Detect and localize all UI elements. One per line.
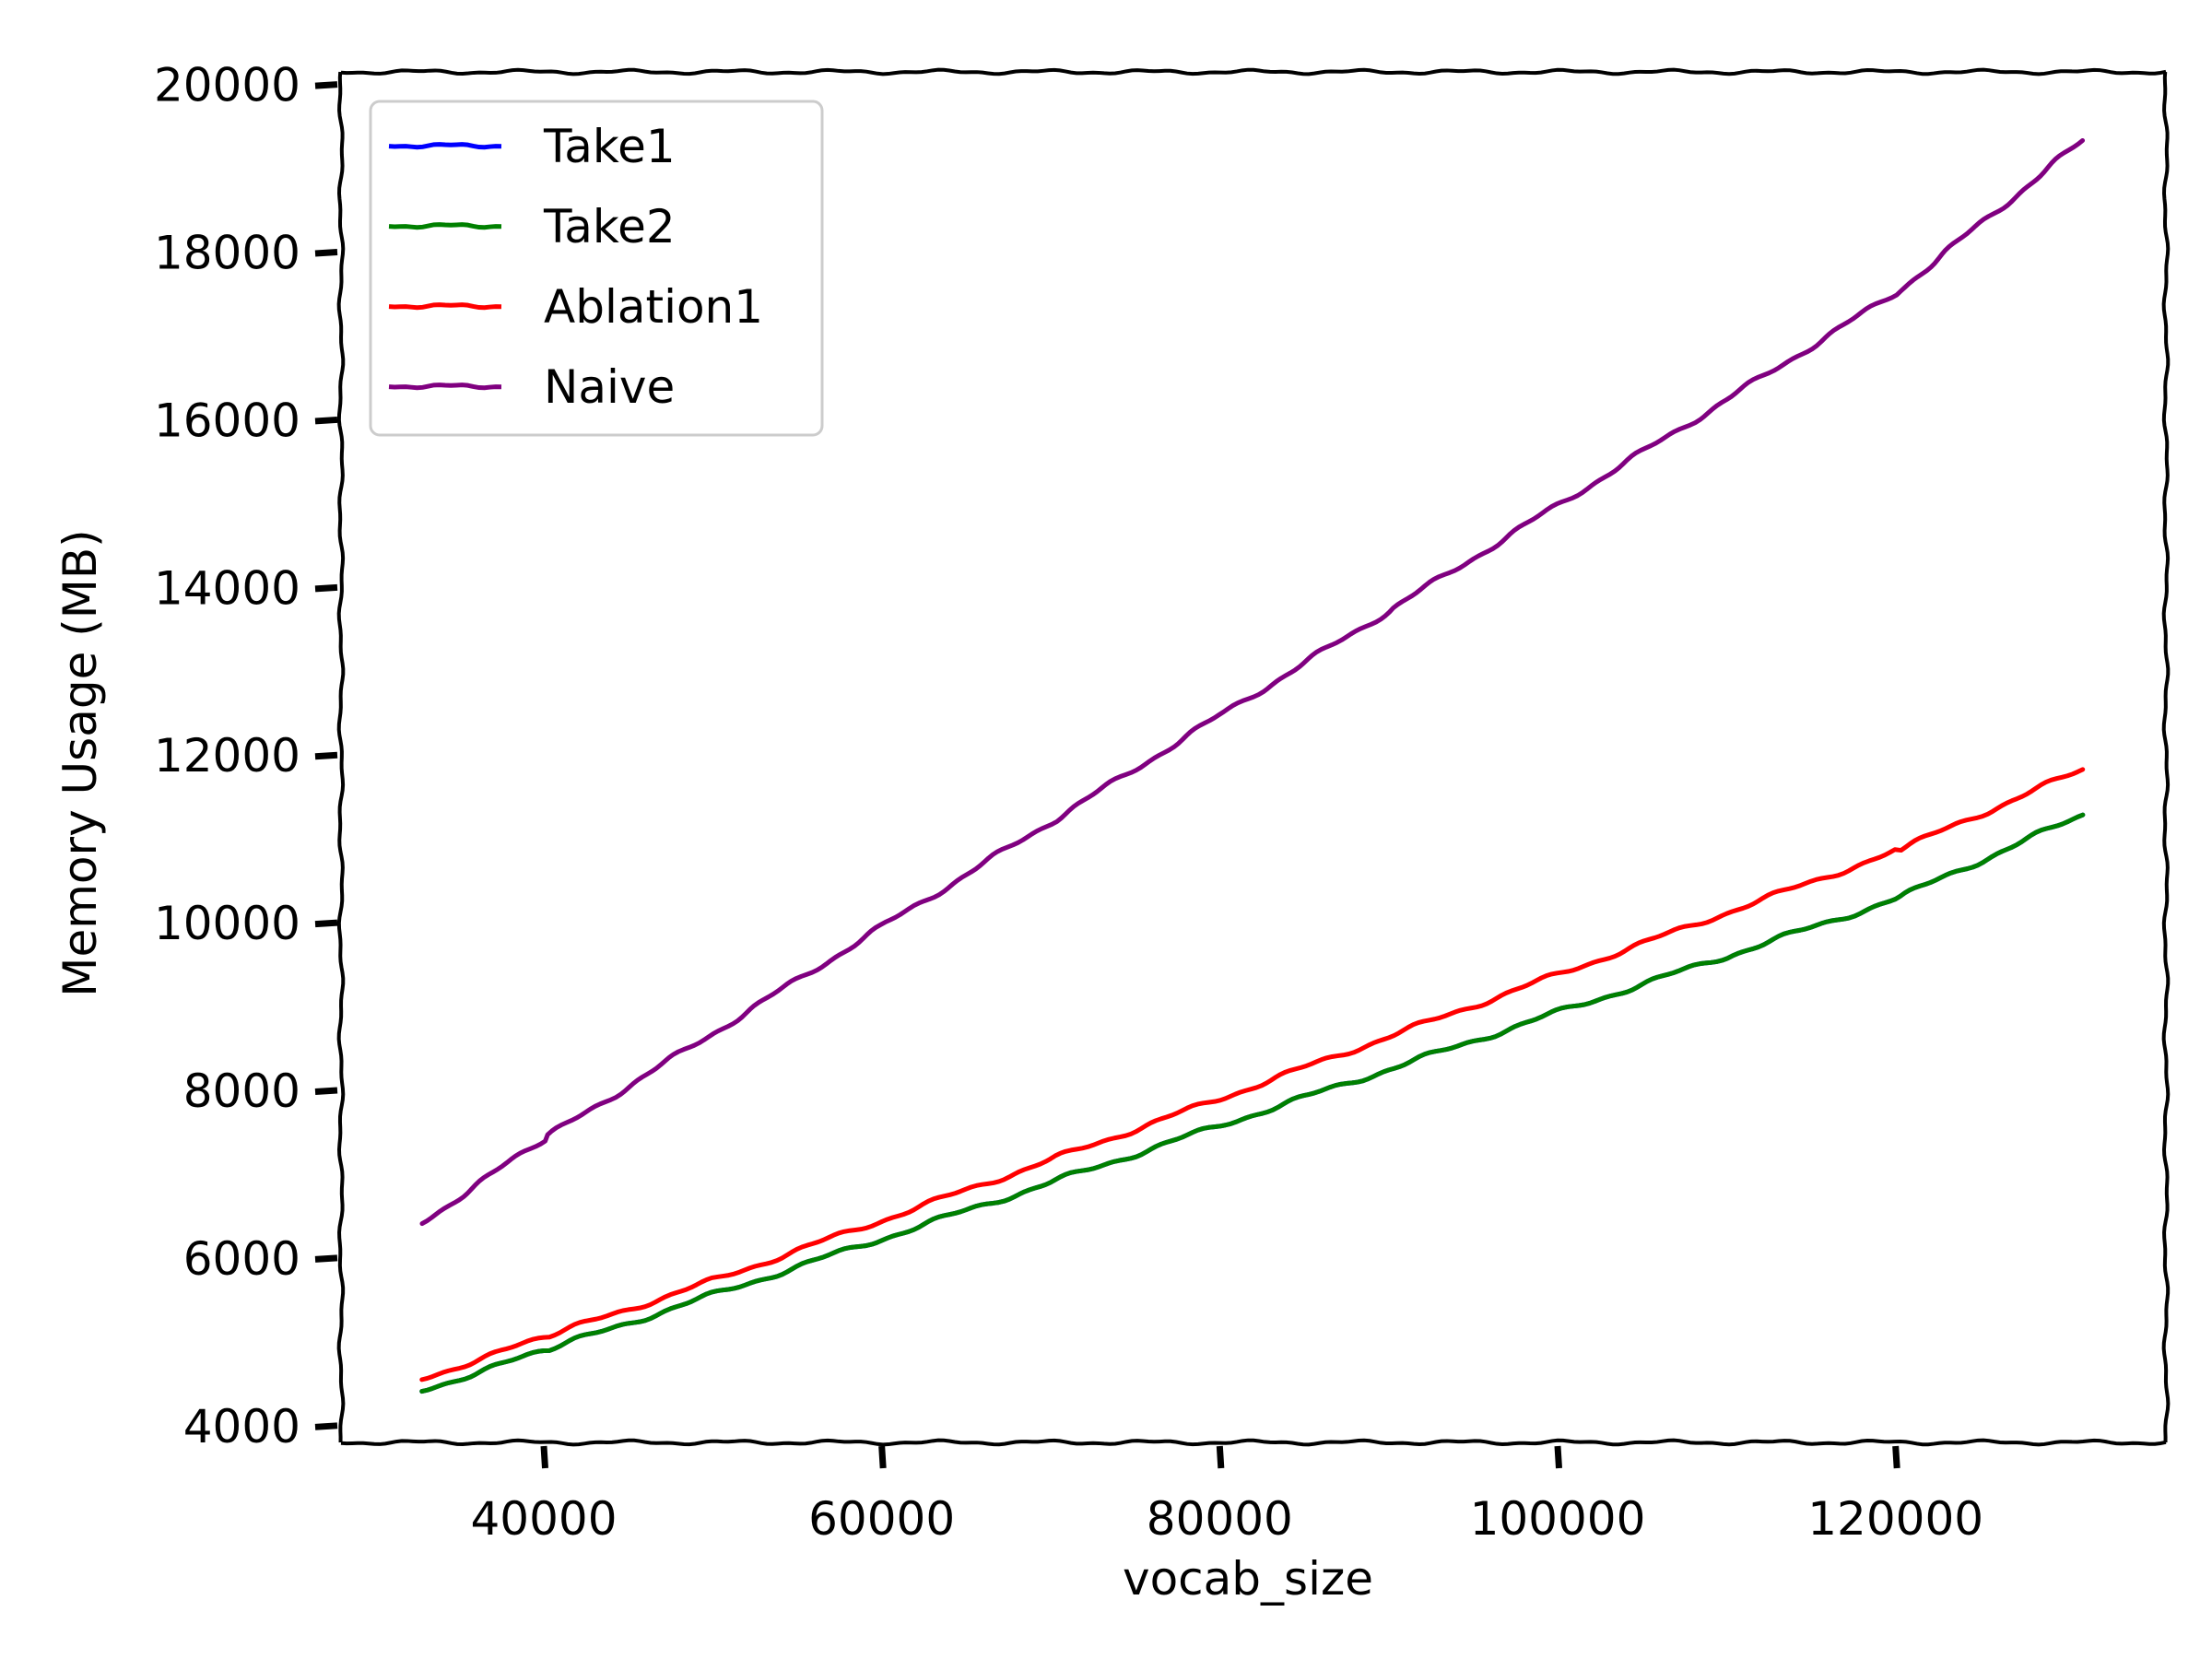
x-tick-label: 100000 [1470, 1492, 1646, 1546]
y-tick-mark [314, 1422, 338, 1430]
series-line-ablation1 [419, 767, 2086, 1382]
axes-spine-left [336, 71, 346, 1443]
x-tick-mark [1216, 1445, 1225, 1469]
x-tick-label: 80000 [1147, 1492, 1293, 1546]
legend-label-ablation1: Ablation1 [544, 280, 763, 334]
y-tick-mark [314, 1087, 338, 1096]
legend-label-naive: Naive [544, 360, 675, 414]
axes-spine-top [340, 67, 2167, 76]
legend-swatch-take1 [388, 142, 502, 150]
y-tick-label: 20000 [154, 59, 300, 112]
y-tick-label: 14000 [154, 561, 300, 615]
x-tick-mark [1892, 1445, 1900, 1469]
y-tick-label: 10000 [154, 897, 300, 950]
y-tick-mark [314, 919, 338, 928]
y-tick-mark [314, 416, 338, 425]
axes-frame [336, 67, 2171, 1447]
legend-label-take2: Take2 [543, 200, 676, 253]
y-tick-mark [314, 1254, 338, 1263]
x-tick-mark [540, 1445, 548, 1469]
y-tick-mark [314, 583, 338, 593]
x-tick-label: 120000 [1807, 1492, 1983, 1546]
series-line-naive [419, 137, 2086, 1227]
y-tick-label: 6000 [183, 1232, 300, 1286]
x-tick-mark [1554, 1445, 1562, 1469]
y-tick-label: 16000 [154, 394, 300, 447]
y-tick-label: 12000 [154, 729, 300, 782]
x-axis-label: vocab_size [1123, 1552, 1373, 1606]
legend-items: Take1 Take2 Ablation1 Naive [388, 120, 763, 414]
series-line-take1 [419, 812, 2086, 1394]
y-tick-label: 8000 [183, 1065, 300, 1118]
ticks-layer: 40000 60000 80000 100000 120000 4000 6000 8000 1… [154, 59, 1983, 1546]
x-tick-label: 60000 [808, 1492, 955, 1546]
y-tick-mark [314, 751, 338, 760]
y-tick-label: 18000 [154, 227, 300, 280]
y-tick-mark [314, 249, 338, 257]
x-tick-label: 40000 [470, 1492, 617, 1546]
y-tick-mark [314, 81, 338, 89]
legend-box [369, 100, 824, 437]
axes-spine-right [2161, 71, 2171, 1443]
y-tick-label: 4000 [183, 1400, 300, 1453]
legend-swatch-naive [388, 382, 502, 391]
y-axis-label: Memory Usage (MB) [53, 529, 107, 996]
series-line-take2 [419, 812, 2086, 1394]
legend: Take1 Take2 Ablation1 Naive [369, 100, 824, 437]
legend-swatch-take2 [388, 222, 502, 230]
series-layer [419, 137, 2086, 1394]
legend-label-take1: Take1 [543, 120, 676, 173]
legend-swatch-ablation1 [388, 302, 502, 311]
x-tick-mark [878, 1445, 887, 1469]
axes-spine-bottom [340, 1438, 2167, 1447]
